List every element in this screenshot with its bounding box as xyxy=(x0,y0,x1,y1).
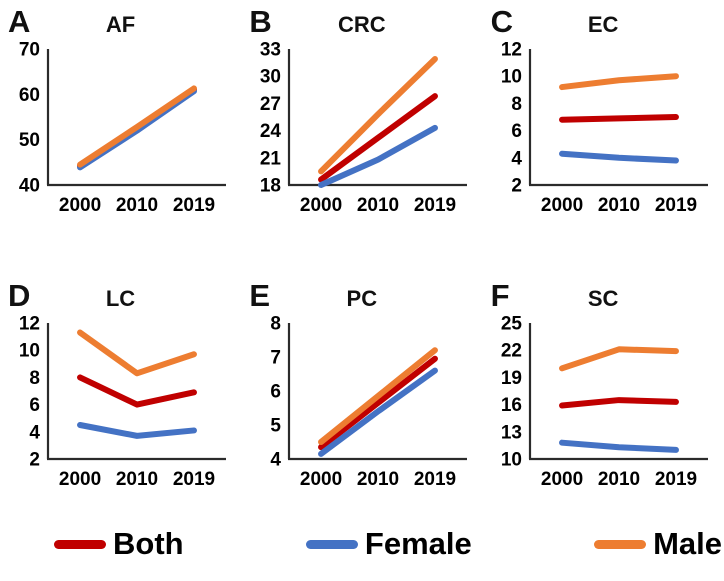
chart-grid: A AF 40 50 60 70 2000 2010 2019 B CRC 18 21 24 27… xyxy=(0,4,724,492)
svg-text:60: 60 xyxy=(18,85,39,106)
svg-text:21: 21 xyxy=(260,148,282,169)
svg-text:40: 40 xyxy=(18,176,39,197)
svg-text:10: 10 xyxy=(18,341,39,362)
panel-letter: B xyxy=(249,4,272,39)
panel-lc-header: D LC xyxy=(0,278,241,318)
svg-text:22: 22 xyxy=(501,341,522,362)
svg-text:70: 70 xyxy=(18,40,39,61)
svg-text:6: 6 xyxy=(29,395,40,416)
panel-pc-header: E PC xyxy=(241,278,482,318)
panel-letter: D xyxy=(8,278,31,313)
svg-text:5: 5 xyxy=(270,416,281,437)
panel-letter: E xyxy=(249,278,271,313)
svg-text:2019: 2019 xyxy=(414,195,456,216)
panel-title: PC xyxy=(346,286,378,311)
svg-text:19: 19 xyxy=(501,368,522,389)
panel-title: EC xyxy=(587,12,619,37)
svg-text:2000: 2000 xyxy=(58,195,100,216)
svg-text:6: 6 xyxy=(270,382,281,403)
both-line-swatch-icon xyxy=(54,539,106,549)
line-chart-lc: 2 4 6 8 10 12 2000 2010 2019 xyxy=(18,314,226,490)
svg-text:25: 25 xyxy=(501,314,523,335)
svg-text:6: 6 xyxy=(512,121,523,142)
svg-text:30: 30 xyxy=(260,67,281,88)
panel-af-header: A AF xyxy=(0,4,241,44)
svg-text:2: 2 xyxy=(512,176,523,197)
line-chart-pc: 4 5 6 7 8 2000 2010 2019 xyxy=(270,314,467,490)
panel-crc-header: B CRC xyxy=(241,4,482,44)
panel-lc: D LC 2 4 6 8 10 12 2000 2010 2019 xyxy=(0,278,241,492)
panel-letter: A xyxy=(8,4,31,39)
female-line-swatch-icon xyxy=(305,539,358,549)
svg-text:10: 10 xyxy=(501,450,522,471)
legend-item-male: Male xyxy=(594,526,722,562)
line-chart-ec: 2 4 6 8 10 12 2000 2010 2019 xyxy=(501,40,709,216)
panel-ec-header: C EC xyxy=(483,4,724,44)
svg-text:4: 4 xyxy=(270,450,281,471)
panel-title: CRC xyxy=(337,12,386,37)
legend-label-female: Female xyxy=(364,526,472,561)
svg-text:13: 13 xyxy=(501,422,522,443)
legend-item-female: Female xyxy=(305,526,472,562)
panel-af: A AF 40 50 60 70 2000 2010 2019 xyxy=(0,4,241,218)
svg-text:4: 4 xyxy=(29,422,40,443)
legend-label-male: Male xyxy=(653,526,722,561)
line-chart-sc: 10 13 16 19 22 25 2000 2010 2019 xyxy=(501,314,709,490)
svg-text:2000: 2000 xyxy=(541,469,583,490)
svg-text:16: 16 xyxy=(501,395,522,416)
svg-text:8: 8 xyxy=(512,94,523,115)
panel-title: AF xyxy=(105,12,136,37)
legend-item-both: Both xyxy=(54,526,184,562)
svg-text:2010: 2010 xyxy=(115,469,157,490)
svg-text:2010: 2010 xyxy=(357,195,399,216)
panel-title: SC xyxy=(587,286,619,311)
panel-pc: E PC 4 5 6 7 8 2000 2010 2019 xyxy=(241,278,482,492)
panel-ec: C EC 2 4 6 8 10 12 2000 2010 2019 xyxy=(483,4,724,218)
svg-text:2: 2 xyxy=(29,450,40,471)
svg-text:33: 33 xyxy=(260,40,281,61)
svg-text:2010: 2010 xyxy=(598,195,640,216)
line-chart-crc: 18 21 24 27 30 33 2000 2010 2019 xyxy=(260,40,467,216)
panel-sc: F SC 10 13 16 19 22 25 2000 2010 2019 xyxy=(483,278,724,492)
svg-text:2019: 2019 xyxy=(172,469,214,490)
svg-text:2019: 2019 xyxy=(414,469,456,490)
svg-text:2019: 2019 xyxy=(655,195,697,216)
svg-text:2010: 2010 xyxy=(357,469,399,490)
panel-title: LC xyxy=(105,286,136,311)
svg-text:2019: 2019 xyxy=(655,469,697,490)
svg-text:2000: 2000 xyxy=(300,195,342,216)
panel-letter: F xyxy=(490,278,510,313)
svg-text:12: 12 xyxy=(501,40,522,61)
svg-text:50: 50 xyxy=(18,130,39,151)
svg-text:8: 8 xyxy=(29,368,40,389)
svg-text:7: 7 xyxy=(270,348,281,369)
line-chart-af: 40 50 60 70 2000 2010 2019 xyxy=(18,40,226,216)
svg-text:18: 18 xyxy=(260,176,281,197)
svg-text:2010: 2010 xyxy=(115,195,157,216)
svg-text:2000: 2000 xyxy=(300,469,342,490)
svg-text:10: 10 xyxy=(501,67,522,88)
svg-text:2000: 2000 xyxy=(58,469,100,490)
legend-label-both: Both xyxy=(113,526,184,561)
svg-text:2010: 2010 xyxy=(598,469,640,490)
svg-text:2019: 2019 xyxy=(172,195,214,216)
svg-text:4: 4 xyxy=(512,148,523,169)
panel-sc-header: F SC xyxy=(483,278,724,318)
male-line-swatch-icon xyxy=(594,539,647,549)
panel-letter: C xyxy=(490,4,514,39)
svg-text:2000: 2000 xyxy=(541,195,583,216)
svg-text:12: 12 xyxy=(18,314,39,335)
svg-text:8: 8 xyxy=(270,314,281,335)
svg-text:24: 24 xyxy=(260,121,282,142)
legend: Both Female Male xyxy=(0,526,724,562)
svg-text:27: 27 xyxy=(260,94,281,115)
panel-crc: B CRC 18 21 24 27 30 33 2000 2010 2019 xyxy=(241,4,482,218)
